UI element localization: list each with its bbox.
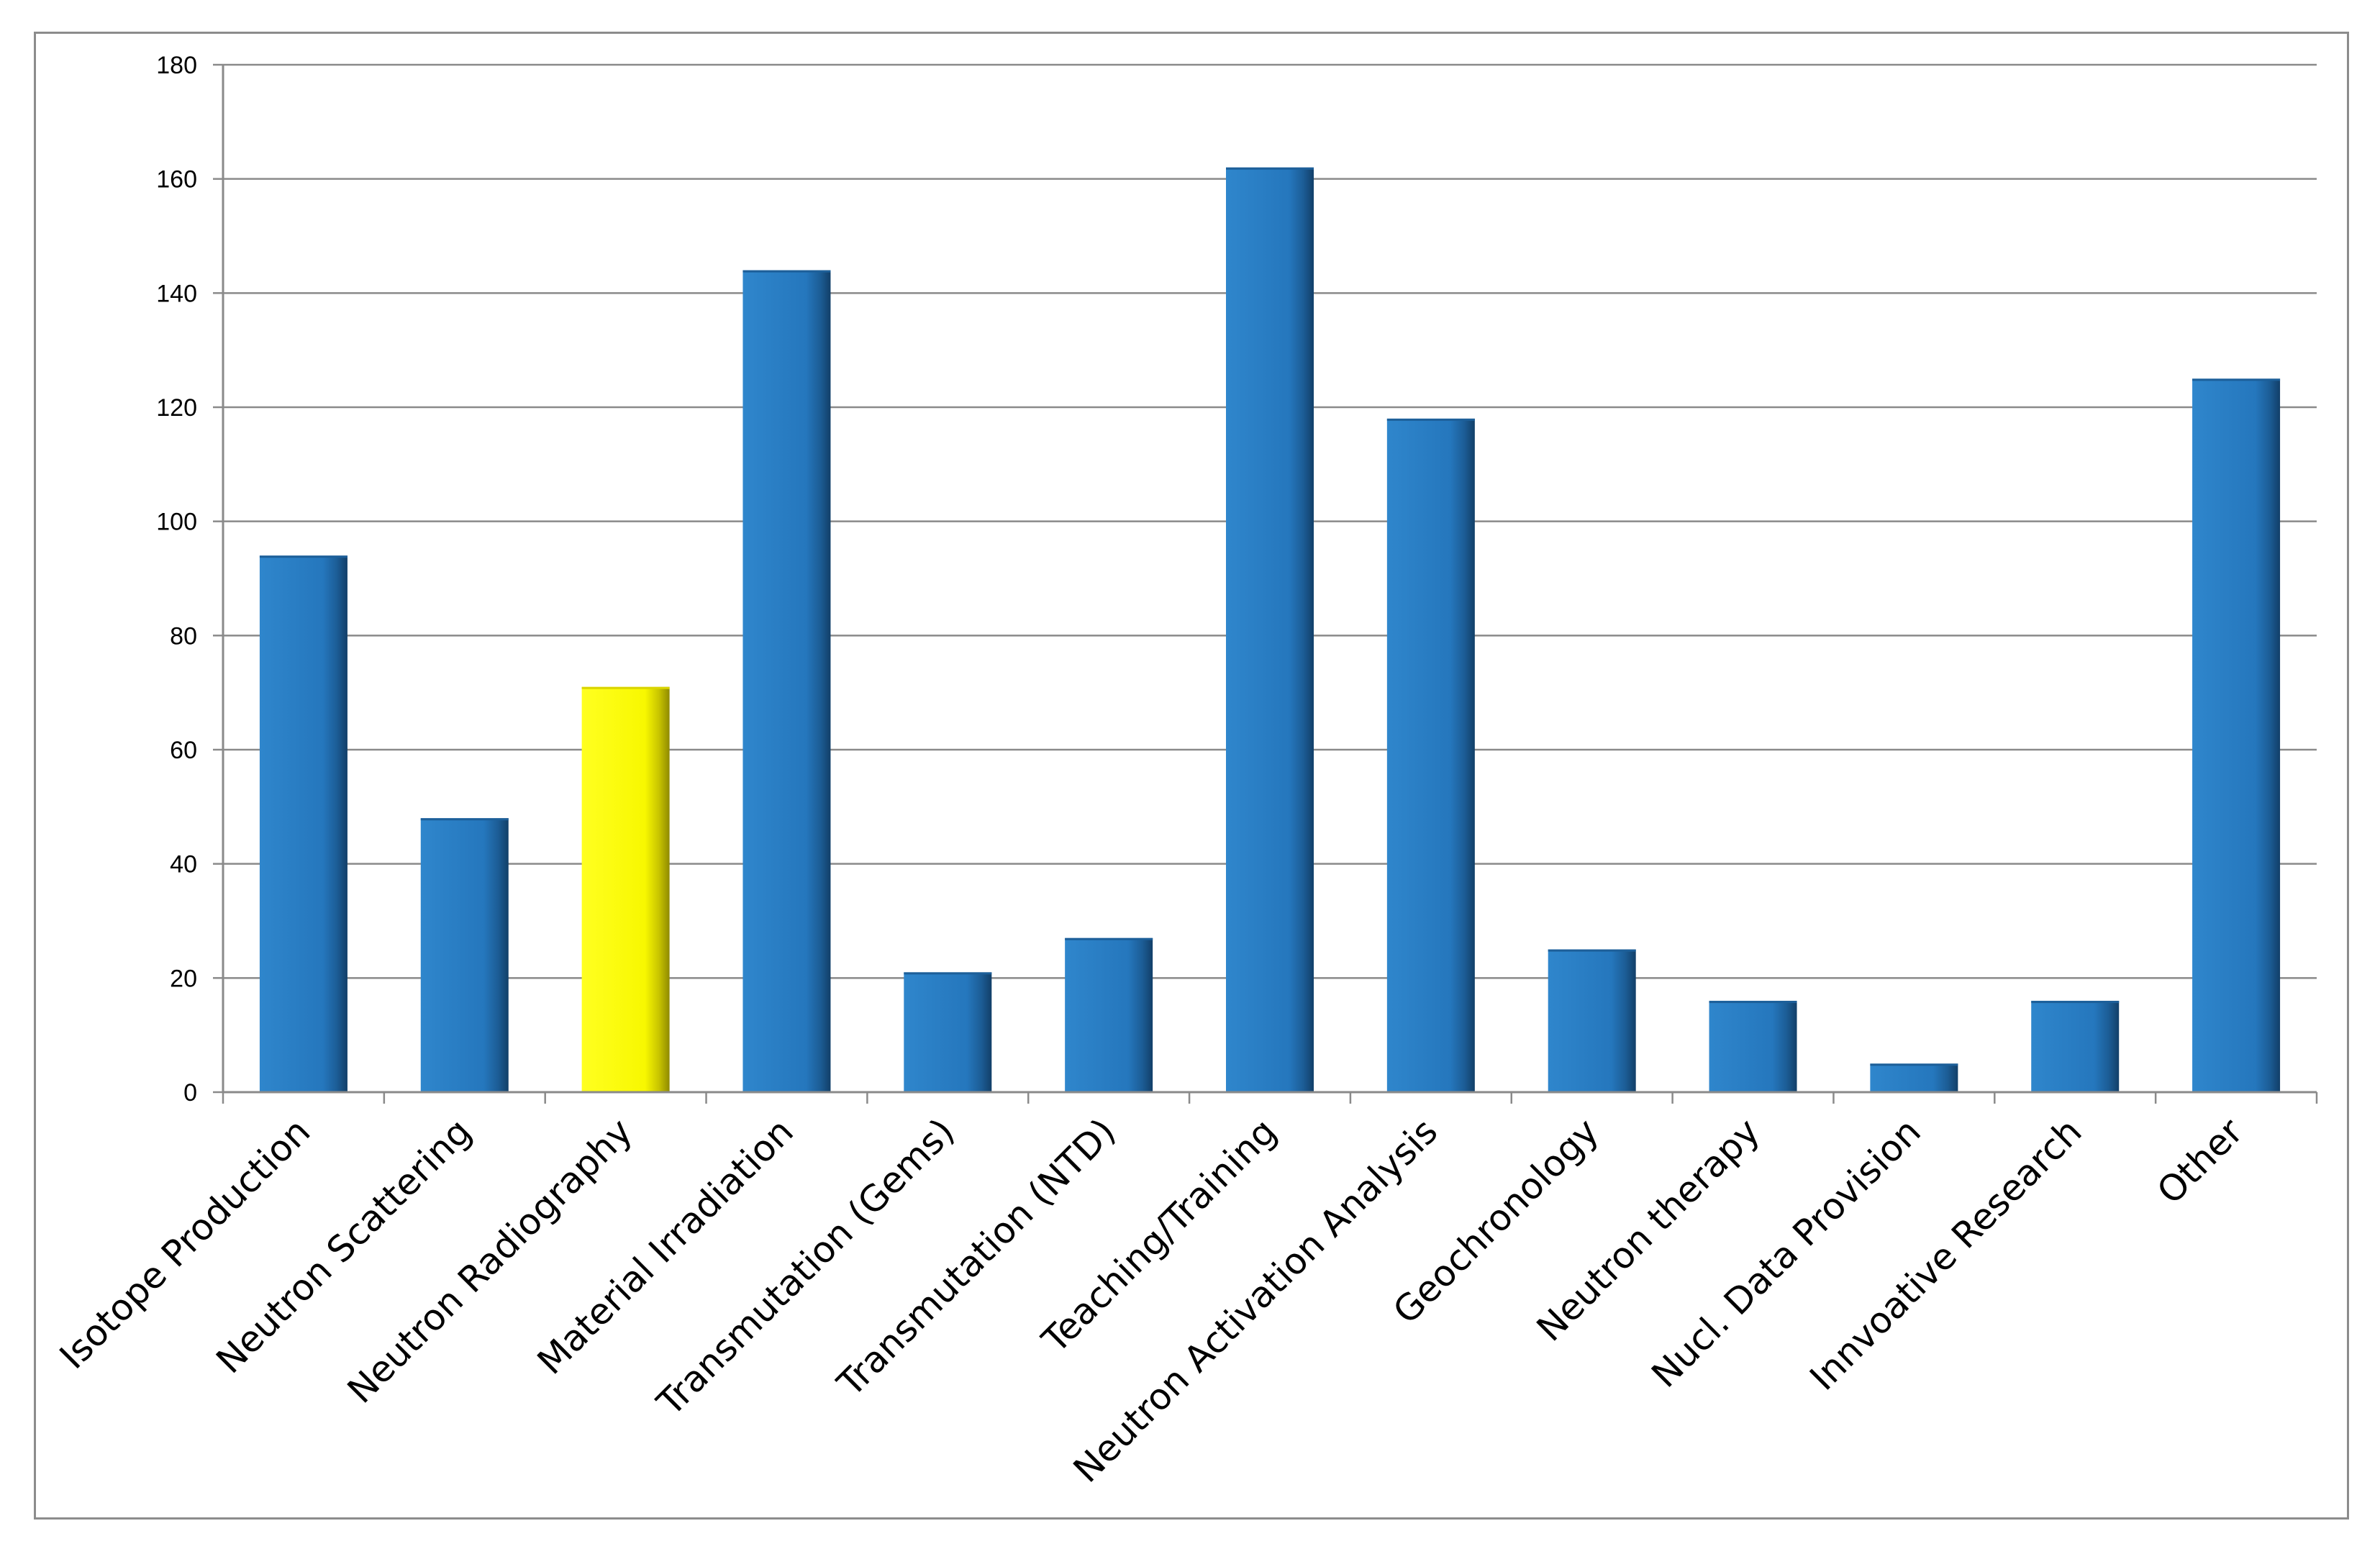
category-label: Neutron Radiography (340, 1110, 640, 1411)
bar-transmutation-ntd (1065, 937, 1153, 1092)
y-tick-labels: 0 20 40 60 80 100 120 140 160 180 (156, 52, 197, 1107)
y-tick-label: 160 (156, 166, 197, 194)
bar-neutron-radiography (581, 686, 670, 1092)
category-label: Transmutation (Gems) (649, 1110, 963, 1424)
bar-neutron-therapy (1709, 1001, 1797, 1092)
bar-nucl-data-provision (1870, 1063, 1958, 1092)
category-label: Other (2149, 1110, 2251, 1212)
chart-frame (34, 32, 2349, 1520)
bar-neutron-activation-analysis (1386, 418, 1475, 1092)
bar-material-irradiation (742, 270, 831, 1093)
bar-geochronology (1548, 949, 1636, 1092)
bar-other (2192, 378, 2281, 1092)
y-tick-label: 40 (170, 851, 197, 878)
y-tick-label: 80 (170, 622, 197, 650)
bar-teaching-training (1226, 167, 1314, 1092)
y-tick-label: 0 (183, 1079, 197, 1107)
y-tick-label: 20 (170, 965, 197, 992)
category-label: Transmutation (NTD) (829, 1110, 1123, 1404)
y-tick-label: 180 (156, 52, 197, 79)
y-tick-label: 120 (156, 394, 197, 422)
category-label: Nucl. Data Provision (1643, 1110, 1928, 1395)
axes (213, 63, 2318, 1104)
bar-transmutation-gems (904, 972, 992, 1092)
y-tick-label: 140 (156, 280, 197, 307)
y-tick-label: 100 (156, 509, 197, 536)
bars (259, 167, 2281, 1093)
bar-innvoative-research (2031, 1001, 2120, 1092)
category-label: Innvoative Research (1802, 1110, 2089, 1398)
bar-neutron-scattering (420, 818, 509, 1092)
bar-isotope-production (259, 555, 348, 1092)
y-tick-label: 60 (170, 737, 197, 764)
